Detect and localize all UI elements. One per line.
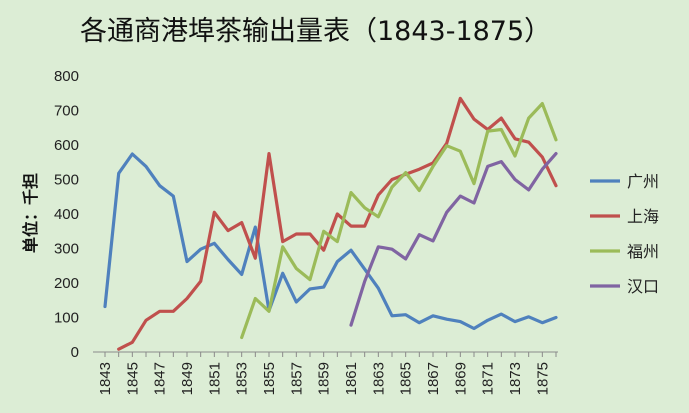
x-tick-label: 1859	[316, 362, 333, 395]
y-tick-label: 200	[54, 275, 79, 292]
x-tick-label: 1849	[179, 362, 196, 395]
y-tick-label: 100	[54, 310, 79, 327]
series-line-0	[103, 152, 558, 331]
y-tick-label: 300	[54, 241, 79, 258]
x-tick-label: 1845	[124, 362, 141, 395]
x-tick-label: 1867	[425, 362, 442, 395]
x-tick-label: 1869	[452, 362, 469, 395]
x-tick-label: 1851	[206, 362, 223, 395]
x-tick-label: 1863	[370, 362, 387, 395]
legend-label: 上海	[627, 207, 659, 226]
x-tick-label: 1847	[152, 362, 169, 395]
y-tick-label: 700	[54, 103, 79, 120]
series-lines	[103, 96, 558, 351]
x-tick-label: 1857	[288, 362, 305, 395]
y-tick-label: 800	[54, 68, 79, 85]
x-tick-label: 1865	[398, 362, 415, 395]
y-axis-label: 单位：千担	[21, 173, 40, 253]
x-tick-label: 1873	[507, 362, 524, 395]
y-tick-label: 500	[54, 172, 79, 189]
x-tick-label: 1843	[97, 362, 114, 395]
x-tick-label: 1875	[534, 362, 551, 395]
x-tick-label: 1855	[261, 362, 278, 395]
chart-title: 各通商港埠茶输出量表（1843-1875）	[80, 16, 551, 47]
legend-label: 福州	[627, 242, 659, 261]
legend-label: 广州	[627, 172, 659, 191]
legend-label: 汉口	[627, 277, 659, 296]
y-tick-label: 600	[54, 137, 79, 154]
y-tick-label: 0	[71, 344, 79, 361]
axes: 0 100 200 300 400 500 600 700 800 1843 1845 1847 184…	[54, 68, 558, 395]
x-tick-label: 1871	[480, 362, 497, 395]
series-line-3	[349, 152, 558, 327]
x-tick-label: 1853	[234, 362, 251, 395]
series-line-1	[117, 96, 558, 351]
y-tick-label: 400	[54, 206, 79, 223]
x-tick-label: 1861	[343, 362, 360, 395]
series-line-2	[240, 102, 558, 340]
